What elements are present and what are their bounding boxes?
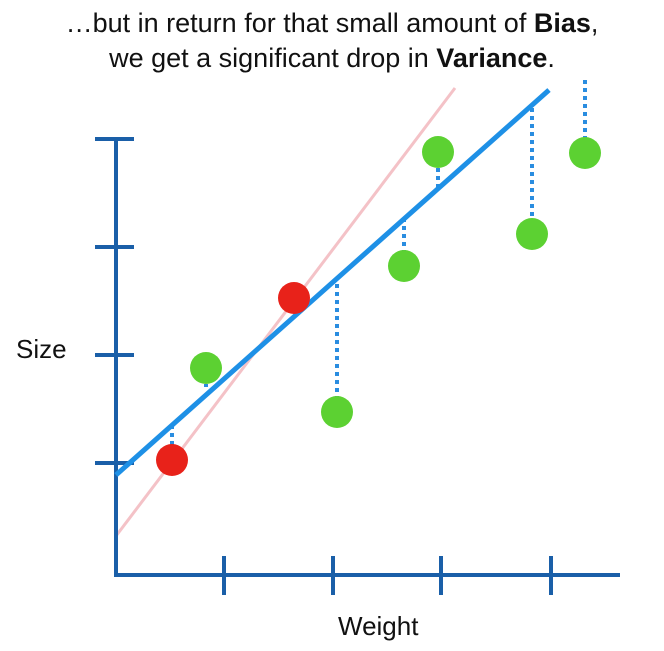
- green-point: [388, 250, 420, 282]
- green-point: [422, 136, 454, 168]
- green-point: [569, 137, 601, 169]
- caption-text: ,: [590, 8, 599, 38]
- caption-bold-bias: Bias: [533, 8, 591, 38]
- caption-line-2: we get a significant drop in Variance.: [0, 41, 664, 76]
- caption-text: we get a significant drop in: [109, 43, 437, 73]
- x-axis-label: Weight: [338, 611, 419, 641]
- red-point: [278, 282, 310, 314]
- caption-text: .: [547, 43, 555, 73]
- training-points: [156, 282, 310, 476]
- axes: [95, 137, 620, 595]
- caption-line-1: …but in return for that small amount of …: [0, 6, 664, 41]
- caption: …but in return for that small amount of …: [0, 6, 664, 76]
- green-point: [321, 396, 353, 428]
- y-axis-label: Size: [16, 334, 67, 364]
- residual-lines: [170, 80, 587, 460]
- caption-bold-variance: Variance: [436, 43, 548, 73]
- fit-line: [114, 88, 551, 477]
- red-point: [156, 444, 188, 476]
- testing-points: [190, 136, 601, 428]
- green-point: [190, 352, 222, 384]
- caption-text: …but in return for that small amount of: [65, 8, 534, 38]
- green-point: [516, 218, 548, 250]
